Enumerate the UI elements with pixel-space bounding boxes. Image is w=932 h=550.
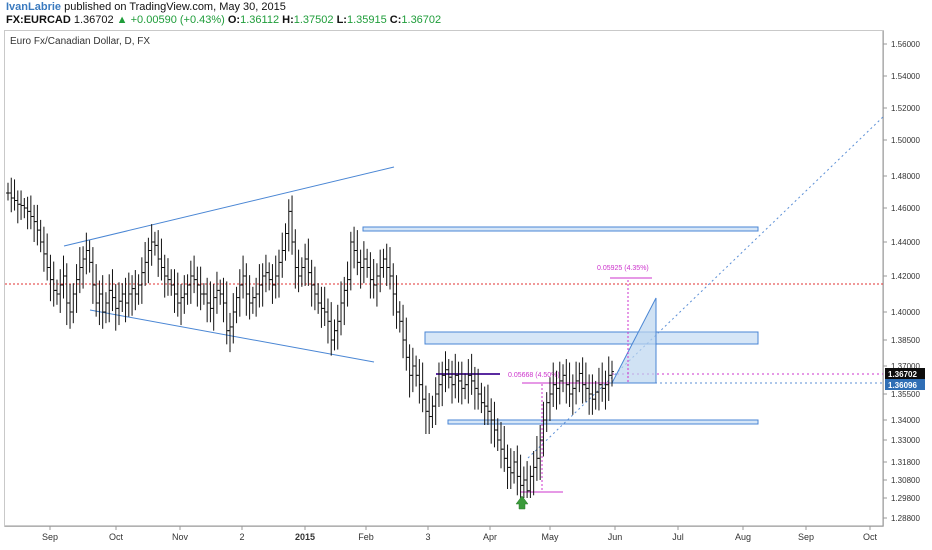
x-tick-label: Nov	[172, 532, 189, 542]
price-chart[interactable]: Euro Fx/Canadian Dollar, D, FX 1.560001.…	[0, 28, 932, 550]
y-tick-label: 1.28800	[891, 514, 920, 523]
candles	[6, 177, 614, 498]
projection-triangle	[611, 297, 657, 384]
chart-header: IvanLabrie published on TradingView.com,…	[0, 0, 932, 28]
x-tick-label: Aug	[735, 532, 751, 542]
y-axis: 1.56000 1.54000 1.52000 1.50000 1.48000 1.460…	[882, 31, 920, 526]
x-tick-label: 2015	[295, 532, 315, 542]
y-tick-label: 1.48000	[891, 172, 920, 181]
close-value: 1.36702	[401, 14, 442, 26]
line-price-badge	[885, 379, 925, 390]
x-tick-label: Feb	[358, 532, 374, 542]
y-tick-label: 1.54000	[891, 72, 920, 81]
chart-background	[0, 28, 932, 550]
x-tick-label: Sep	[42, 532, 58, 542]
y-tick-label: 1.37000	[891, 362, 920, 371]
last-price-badge	[885, 368, 925, 379]
resistance-zone-upper	[362, 226, 759, 232]
y-tick-label: 1.56000	[891, 40, 920, 49]
x-tick-label: Apr	[483, 532, 497, 542]
x-tick-label: Jun	[608, 532, 623, 542]
up-triangle-icon: ▲	[116, 14, 128, 26]
overlays[interactable]	[515, 495, 529, 510]
close-label: C:	[389, 14, 402, 26]
up-arrow-icon	[515, 495, 529, 510]
y-tick-label: 1.33000	[891, 436, 920, 445]
y-tick-label: 1.30800	[891, 476, 920, 485]
candle	[610, 360, 614, 387]
y-tick-label: 1.42000	[891, 272, 920, 281]
y-tick-label: 1.35500	[891, 390, 920, 399]
low-label: L:	[336, 14, 347, 26]
chart-title: Euro Fx/Canadian Dollar, D, FX	[10, 36, 150, 47]
channel-lower-line	[89, 309, 375, 363]
measure-label-1: 0.05925 (4.35%)	[597, 265, 649, 272]
publish-line: IvanLabrie published on TradingView.com,…	[6, 1, 286, 13]
measure-label-2: 0.05668 (4.50%)	[508, 372, 560, 379]
y-tick-label: 1.50000	[891, 136, 920, 145]
last-price-badge-text: 1.36702	[888, 370, 917, 379]
y-tick-label: 1.31800	[891, 458, 920, 467]
symbol-label: FX:EURCAD	[6, 14, 71, 26]
y-tick-label: 1.40000	[891, 308, 920, 317]
x-tick-label: Jul	[672, 532, 684, 542]
high-value: 1.37502	[293, 14, 334, 26]
x-tick-label: Oct	[863, 532, 878, 542]
change-value: +0.00590 (+0.43%)	[130, 14, 225, 26]
resistance-zone-middle	[424, 331, 759, 345]
support-zone	[447, 419, 759, 425]
open-value: 1.36112	[240, 14, 280, 26]
high-label: H:	[282, 14, 294, 26]
line-price-badge-text: 1.36096	[888, 381, 917, 390]
x-tick-label: 3	[425, 532, 430, 542]
x-tick-label: 2	[239, 532, 244, 542]
x-tick-label: Oct	[109, 532, 124, 542]
x-tick-label: Sep	[798, 532, 814, 542]
last-price: 1.36702	[73, 14, 114, 26]
y-tick-label: 1.38500	[891, 336, 920, 345]
y-tick-label: 1.52000	[891, 104, 920, 113]
x-tick-label: May	[541, 532, 559, 542]
ohlc-line: FX:EURCAD 1.36702 ▲ +0.00590 (+0.43%) O:…	[6, 14, 441, 26]
x-axis: Sep Oct Nov 2 2015 Feb 3 Apr May Jun Jul Aug Sep Oct	[5, 525, 883, 542]
author-link[interactable]: IvanLabrie	[6, 1, 62, 13]
price-labels: 1.36702 1.36096	[885, 368, 925, 390]
low-value: 1.35915	[346, 14, 387, 26]
trend-projection-line	[527, 115, 885, 459]
open-label: O:	[227, 14, 241, 26]
y-tick-label: 1.44000	[891, 238, 920, 247]
published-text: published on TradingView.com, May 30, 20…	[64, 1, 286, 13]
y-tick-label: 1.46000	[891, 204, 920, 213]
channel-upper-line	[63, 166, 395, 247]
y-tick-label: 1.34000	[891, 416, 920, 425]
y-tick-label: 1.29800	[891, 494, 920, 503]
drawings[interactable]: 0.05925 (4.35%) 0.05668 (4.50%)	[5, 115, 885, 493]
